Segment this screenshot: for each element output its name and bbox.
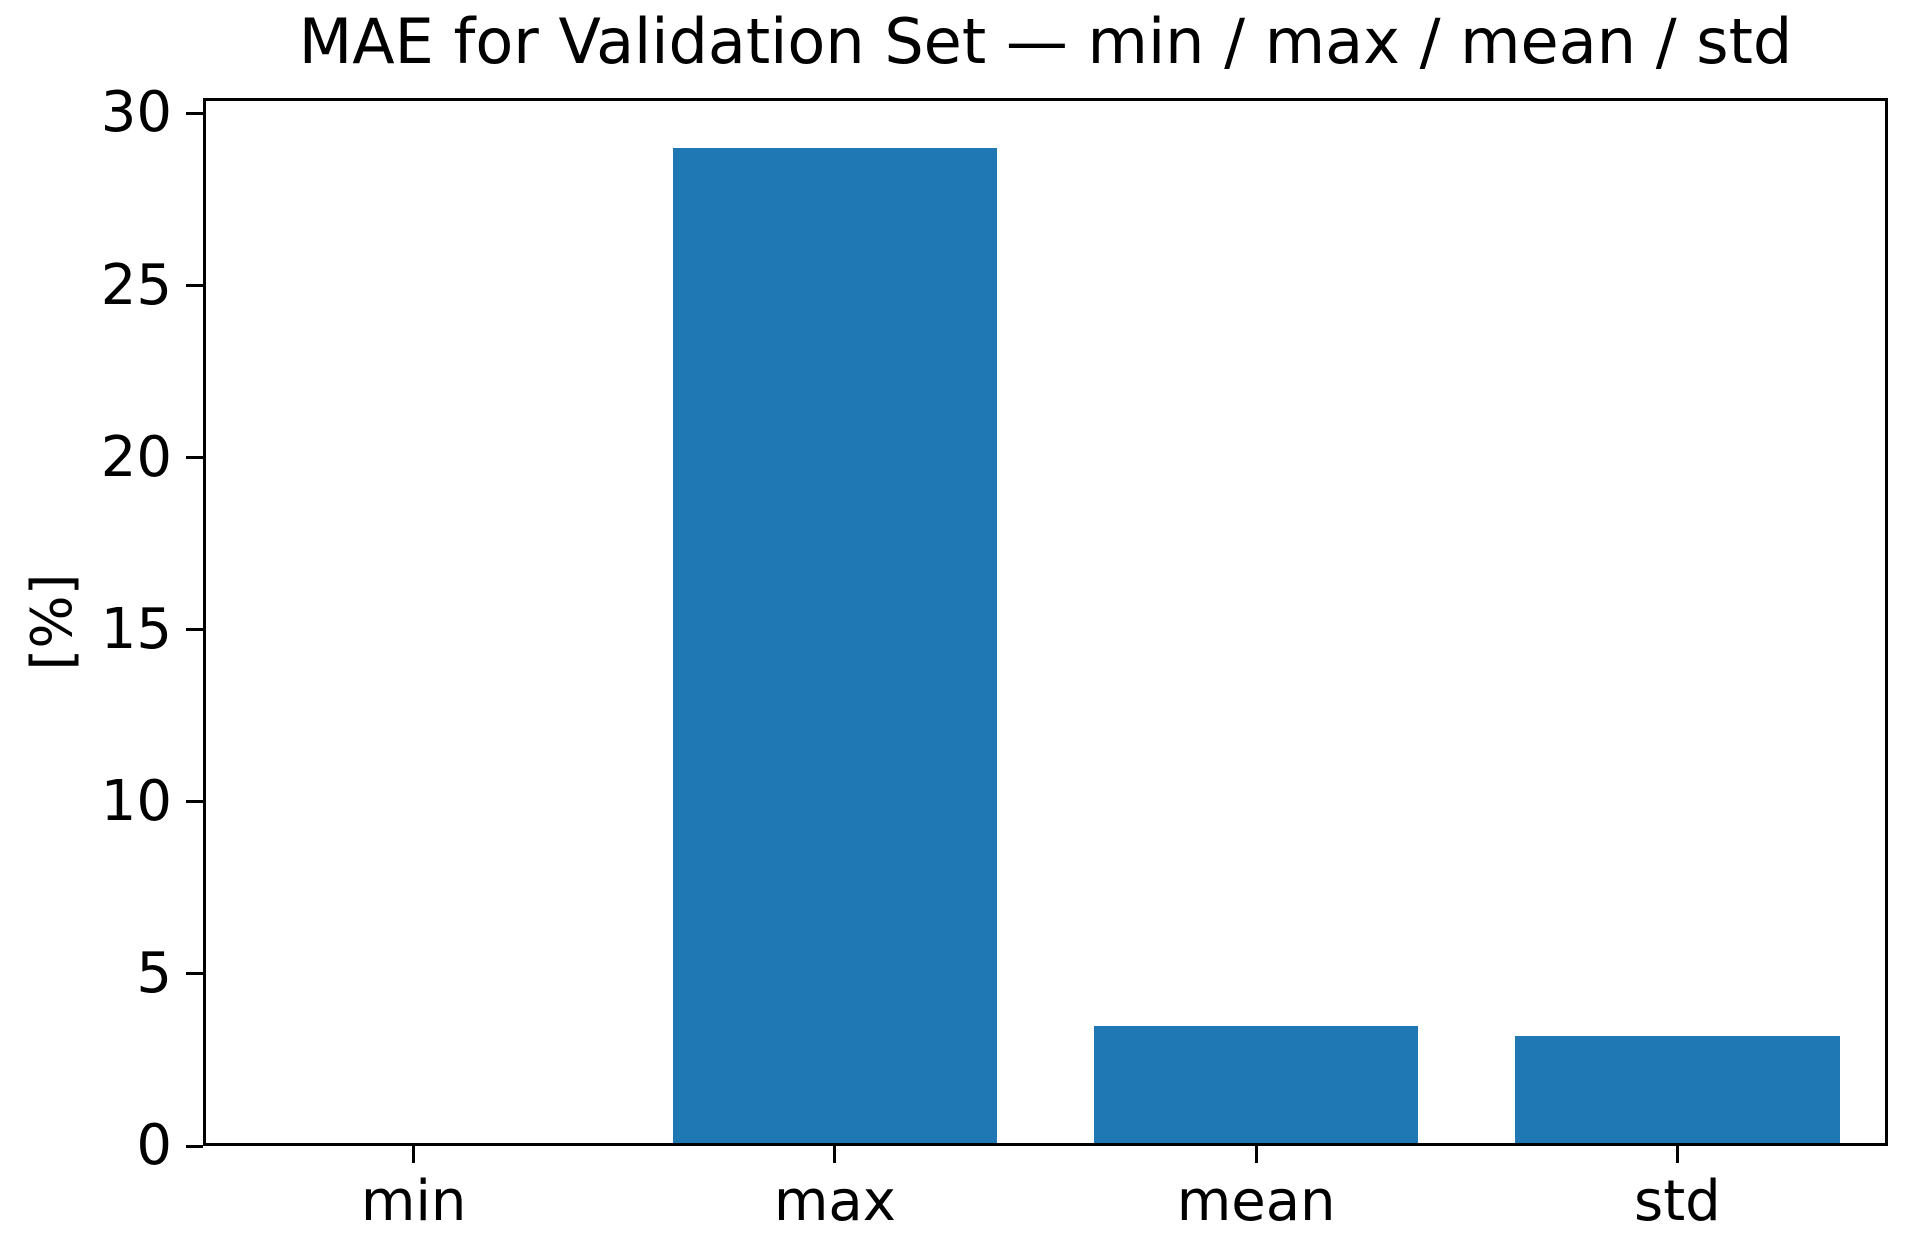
y-tick-mark <box>186 1144 203 1148</box>
x-tick-label-mean: mean <box>1176 1169 1336 1234</box>
y-tick-mark <box>186 972 203 976</box>
y-tick-mark <box>186 456 203 460</box>
x-tick-mark-min <box>412 1146 416 1163</box>
y-tick-mark <box>186 800 203 804</box>
y-tick-label: 10 <box>100 768 172 834</box>
bar-std <box>1515 1035 1840 1146</box>
y-tick-label: 5 <box>136 940 172 1006</box>
y-tick-label: 25 <box>100 252 172 318</box>
bar-mean <box>1093 1025 1419 1146</box>
x-tick-mark-std <box>1675 1146 1679 1163</box>
y-tick-label: 0 <box>136 1113 172 1178</box>
chart-title: MAE for Validation Set — min / max / mea… <box>298 5 1793 78</box>
x-tick-label-std: std <box>1634 1169 1721 1234</box>
y-tick-label: 30 <box>100 80 172 146</box>
x-tick-label-max: max <box>773 1169 896 1234</box>
y-tick-label: 15 <box>100 596 172 662</box>
y-tick-mark <box>186 628 203 632</box>
y-tick-mark <box>186 284 203 288</box>
x-tick-mark-max <box>833 1146 837 1163</box>
bar-max <box>672 147 998 1146</box>
x-tick-label-min: min <box>360 1169 467 1234</box>
y-tick-mark <box>186 111 203 115</box>
y-tick-label: 20 <box>100 424 172 490</box>
x-tick-mark-mean <box>1254 1146 1258 1163</box>
